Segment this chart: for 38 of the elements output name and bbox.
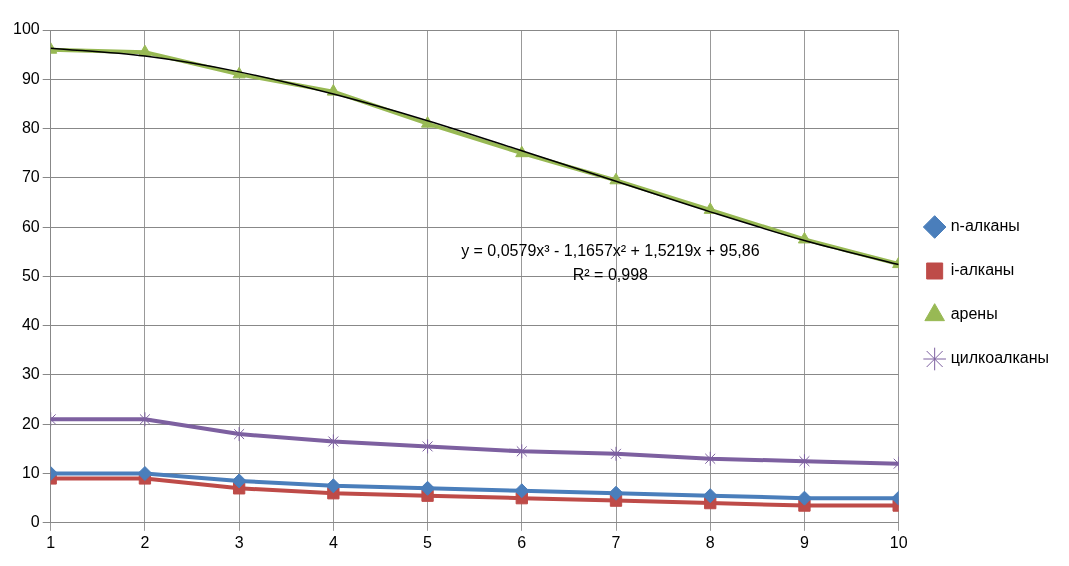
y-tick-label: 0: [30, 513, 40, 531]
y-tick-label: 40: [21, 316, 40, 334]
y-tick-label: 30: [21, 365, 40, 383]
x-tick-label: 10: [889, 533, 908, 551]
x-tick-label: 8: [705, 533, 715, 551]
y-tick-label: 100: [12, 20, 40, 38]
legend-label: i-алканы: [950, 261, 1015, 279]
y-tick-label: 90: [21, 69, 40, 87]
y-tick-label: 80: [21, 118, 40, 136]
annotation: R² = 0,998: [572, 266, 649, 284]
point: [796, 490, 812, 506]
legend-label: n-алканы: [950, 217, 1020, 235]
point: [514, 483, 530, 499]
x-tick-label: 5: [423, 533, 433, 551]
legend-label: арены: [950, 305, 998, 323]
point: [420, 438, 436, 454]
point: [325, 478, 341, 494]
point: [608, 485, 624, 501]
annotation: y = 0,0579x³ - 1,1657x² + 1,5219x + 95,86: [461, 242, 760, 260]
y-tick-label: 50: [21, 266, 40, 284]
point: [702, 488, 718, 504]
x-tick-label: 7: [611, 533, 621, 551]
x-tick-label: 2: [140, 533, 150, 551]
point: [325, 433, 341, 449]
y-tick-label: 10: [21, 463, 40, 481]
y-tick-label: 70: [21, 168, 40, 186]
x-tick-label: 9: [799, 533, 809, 551]
y-tick-label: 20: [21, 414, 40, 432]
y-tick-label: 60: [21, 217, 40, 235]
point: [608, 446, 624, 462]
x-tick-label: 3: [234, 533, 244, 551]
point: [231, 473, 247, 489]
point: [420, 480, 436, 496]
point: [137, 466, 153, 482]
x-tick-label: 1: [46, 533, 56, 551]
legend-label: цилкоалканы: [950, 349, 1050, 367]
x-tick-label: 4: [328, 533, 338, 551]
x-tick-label: 6: [517, 533, 527, 551]
